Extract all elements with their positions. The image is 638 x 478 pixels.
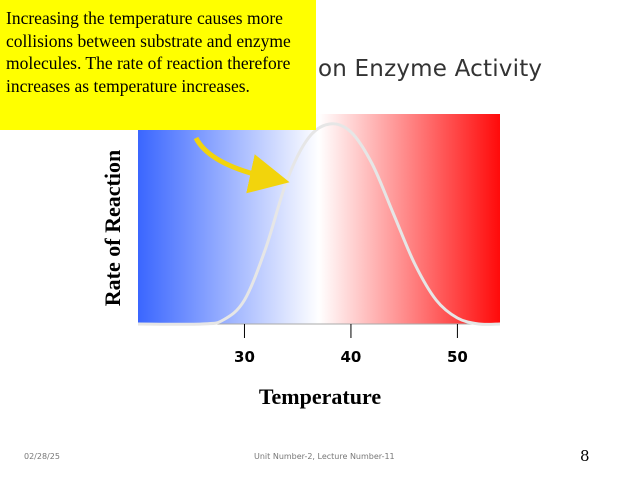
x-axis-label: Temperature	[259, 384, 381, 409]
page-number: 8	[580, 447, 590, 465]
footer-lecture-info: Unit Number-2, Lecture Number-11	[254, 452, 395, 461]
callout-arrow	[193, 136, 290, 194]
explanation-callout: Increasing the temperature causes more c…	[0, 0, 316, 130]
footer-date: 02/28/25	[24, 452, 60, 461]
rate-curve-line	[137, 122, 501, 326]
plot-background	[138, 114, 500, 324]
x-tick-label: 50	[447, 348, 468, 366]
y-axis-label: Rate of Reaction	[100, 150, 125, 306]
x-tick-label: 40	[341, 348, 362, 366]
x-tick-label: 30	[234, 348, 255, 366]
x-ticks: 30 40 50	[234, 324, 468, 366]
slide-title: on Enzyme Activity	[318, 56, 543, 82]
